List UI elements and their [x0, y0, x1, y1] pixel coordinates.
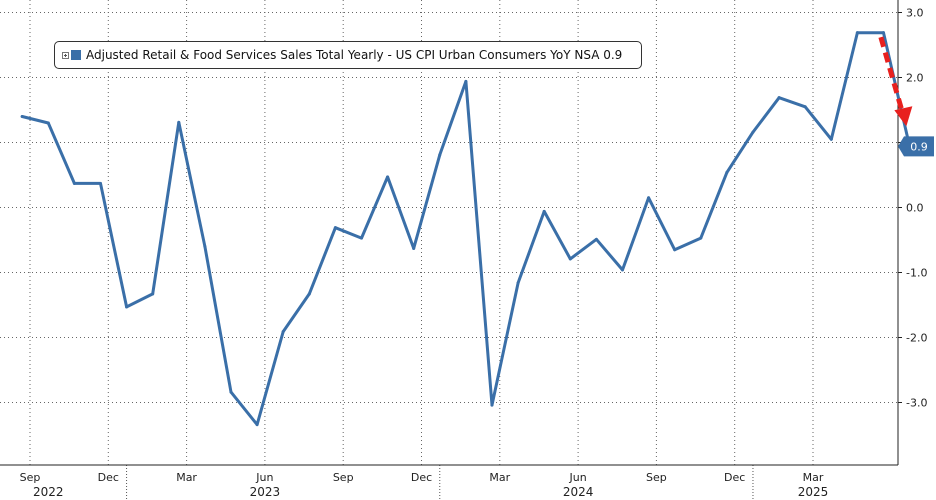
- data-point: [229, 390, 233, 394]
- data-point: [412, 246, 416, 250]
- x-tick-label: Jun: [255, 471, 273, 484]
- x-tick-label: Jun: [569, 471, 587, 484]
- x-tick-label: Mar: [176, 471, 197, 484]
- x-tick-label: Dec: [98, 471, 119, 484]
- x-tick-label: Sep: [646, 471, 667, 484]
- x-tick-label: Mar: [803, 471, 824, 484]
- data-point: [516, 281, 520, 285]
- data-point: [803, 105, 807, 109]
- legend-series-label: Adjusted Retail & Food Services Sales To…: [86, 48, 623, 62]
- data-point: [647, 196, 651, 200]
- x-year-label: 2023: [250, 485, 281, 499]
- data-point: [490, 403, 494, 407]
- data-point: [98, 181, 102, 185]
- data-point: [151, 292, 155, 296]
- data-point: [307, 292, 311, 296]
- x-tick-label: Sep: [20, 471, 41, 484]
- x-year-label: 2022: [33, 485, 64, 499]
- data-point: [177, 120, 181, 124]
- chart-legend[interactable]: Adjusted Retail & Food Services Sales To…: [54, 41, 642, 69]
- trend-arrow-head-icon: [894, 106, 913, 127]
- data-point: [673, 248, 677, 252]
- last-value-label: 0.9: [910, 140, 928, 153]
- x-tick-label: Dec: [724, 471, 745, 484]
- data-point: [542, 209, 546, 213]
- data-point: [20, 115, 24, 118]
- series-line: [20, 31, 912, 427]
- data-point: [438, 153, 442, 157]
- data-point: [333, 226, 337, 230]
- data-point: [72, 181, 76, 185]
- data-point: [464, 79, 468, 83]
- data-point: [699, 236, 703, 240]
- y-tick-label: 0.0: [906, 202, 924, 215]
- y-tick-label: 2.0: [906, 72, 924, 85]
- data-point: [594, 237, 598, 241]
- last-value-badge: [898, 136, 934, 157]
- x-tick-label: Mar: [489, 471, 510, 484]
- data-point: [751, 130, 755, 134]
- y-tick-label: -3.0: [906, 397, 927, 410]
- y-tick-label: -1.0: [906, 267, 927, 280]
- data-point: [725, 170, 729, 174]
- data-point: [386, 175, 390, 179]
- data-point: [620, 268, 624, 272]
- x-tick-label: Dec: [411, 471, 432, 484]
- data-point: [125, 305, 129, 309]
- data-point: [777, 96, 781, 100]
- y-tick-label: 3.0: [906, 7, 924, 20]
- trend-arrow-shaft: [878, 36, 905, 113]
- y-tick-label: -2.0: [906, 332, 927, 345]
- data-point: [46, 121, 50, 125]
- data-point: [881, 31, 885, 35]
- expand-toggle-icon[interactable]: [62, 51, 69, 59]
- series-swatch-icon: [71, 50, 81, 60]
- data-point: [281, 330, 285, 334]
- data-point: [359, 236, 363, 240]
- data-point: [203, 245, 207, 248]
- x-year-label: 2025: [798, 485, 829, 499]
- x-tick-label: Sep: [333, 471, 354, 484]
- data-point: [855, 31, 859, 35]
- data-point: [829, 137, 833, 141]
- data-point: [255, 423, 259, 427]
- data-point: [568, 257, 572, 261]
- x-year-label: 2024: [563, 485, 594, 499]
